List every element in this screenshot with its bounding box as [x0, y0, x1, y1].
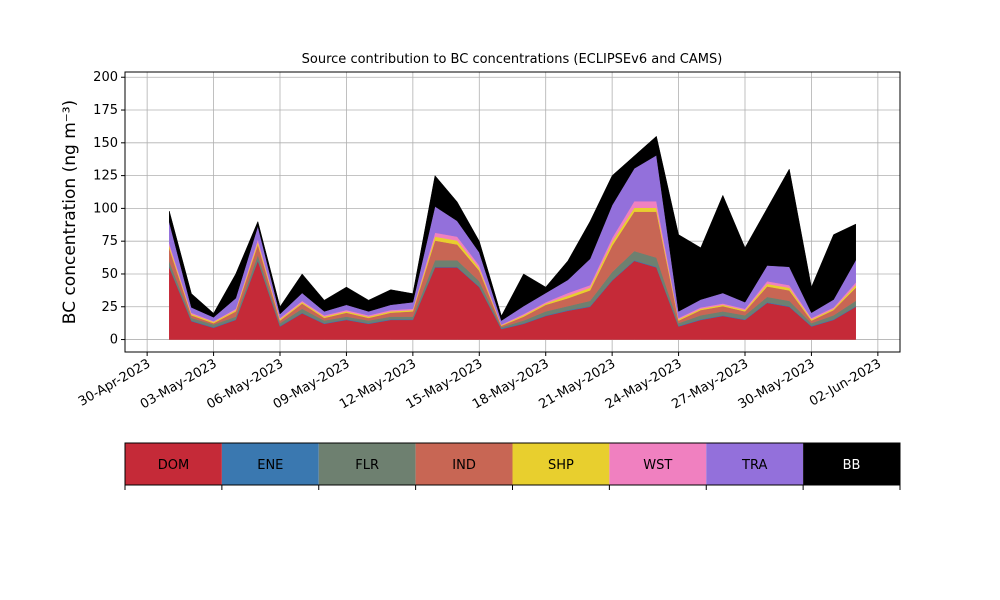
y-axis-label: BC concentration (ng m⁻³): [60, 100, 80, 324]
legend-swatch: [609, 443, 707, 485]
legend-label: TRA: [741, 458, 767, 473]
y-tick-label: 150: [93, 136, 118, 151]
legend-swatch: [803, 443, 900, 485]
legend-label: IND: [452, 458, 476, 473]
y-tick-label: 125: [93, 169, 118, 184]
x-tick-label: 02-Jun-2023: [807, 356, 884, 409]
y-tick-label: 175: [93, 103, 118, 118]
legend-label: WST: [643, 458, 672, 473]
legend-swatch: [706, 443, 804, 485]
legend-swatch: [221, 443, 319, 485]
legend-label: DOM: [158, 458, 189, 473]
legend-label: FLR: [355, 458, 379, 473]
legend-label: SHP: [548, 458, 574, 473]
y-tick-label: 75: [101, 234, 118, 249]
legend-frame: [124, 442, 901, 486]
area: [169, 135, 856, 321]
legend-label: BB: [843, 458, 861, 473]
y-tick-label: 100: [93, 201, 118, 216]
y-tick-label: 0: [110, 333, 118, 348]
y-tick-label: 25: [101, 300, 118, 315]
legend-swatch: [318, 443, 416, 485]
plot-frame: [124, 71, 901, 353]
legend-swatch: [125, 443, 222, 485]
chart-title: Source contribution to BC concentrations…: [302, 52, 723, 67]
y-tick-label: 50: [101, 267, 118, 282]
y-tick-label: 200: [93, 70, 118, 85]
legend-swatch: [415, 443, 513, 485]
legend-swatch: [512, 443, 610, 485]
legend-label: ENE: [257, 458, 283, 473]
